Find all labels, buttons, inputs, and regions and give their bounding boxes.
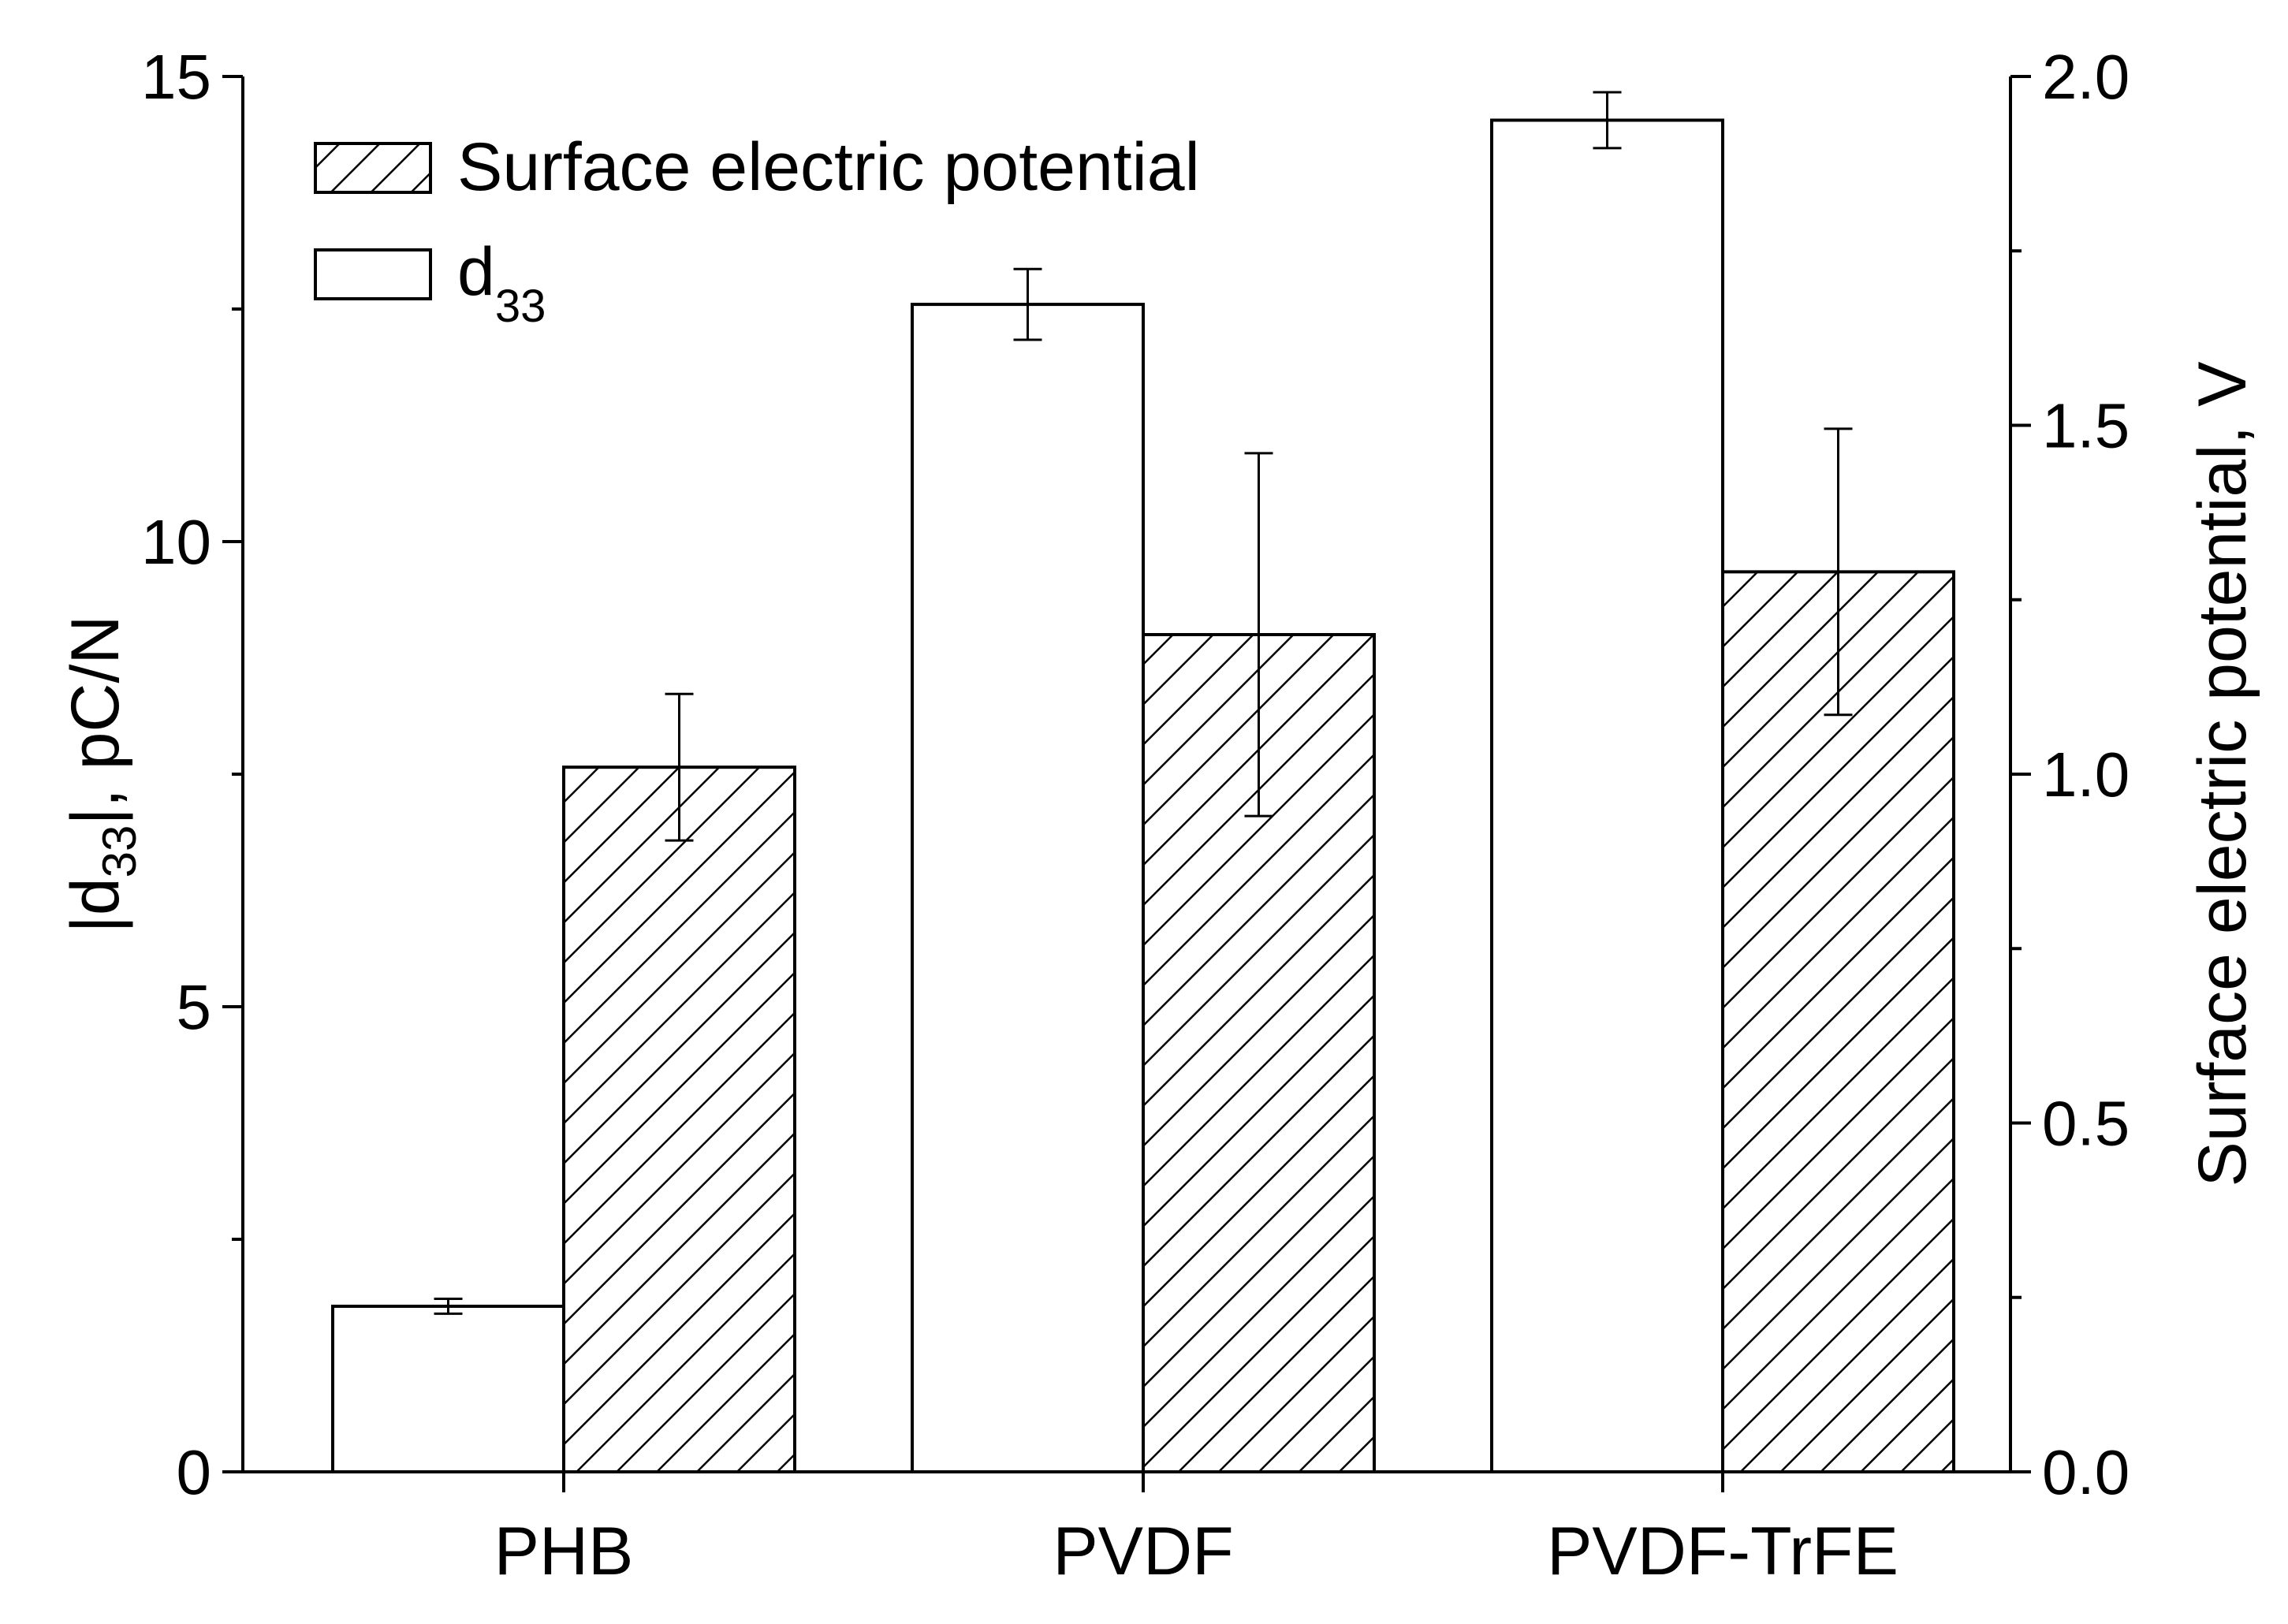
surface-potential-bar <box>562 765 796 1473</box>
category-label: PHB <box>494 1514 634 1589</box>
legend-label-d33: d33 <box>457 234 546 332</box>
legend: Surface electric potential d33 <box>314 129 1200 332</box>
bars-layer <box>331 118 1955 1474</box>
category-labels: PHB PVDF PVDF-TrFE <box>494 1472 1899 1589</box>
right-tick-label: 0.5 <box>2042 1089 2130 1159</box>
right-axis-ticks: 0.0 0.5 1.0 1.5 2.0 <box>2010 42 2130 1507</box>
right-axis-title: Surface electric potential, V <box>2185 362 2260 1187</box>
d33-bar <box>331 1304 565 1473</box>
right-tick-label: 1.5 <box>2042 391 2130 461</box>
left-axis-ticks: 0 5 10 15 <box>141 42 243 1507</box>
left-tick-label: 15 <box>141 42 211 112</box>
left-tick-label: 10 <box>141 507 211 577</box>
legend-entry-surface-potential: Surface electric potential <box>314 129 1200 205</box>
left-tick-label: 5 <box>177 972 212 1042</box>
left-axis-title: |d33|, pC/N <box>58 616 146 933</box>
d33-bar <box>1490 118 1724 1474</box>
legend-swatch-hatched <box>314 142 432 194</box>
legend-entry-d33: d33 <box>314 234 546 332</box>
right-tick-label: 0.0 <box>2042 1437 2130 1507</box>
right-tick-label: 2.0 <box>2042 42 2130 112</box>
error-bars-layer <box>434 91 1853 1315</box>
left-tick-label: 0 <box>177 1437 212 1507</box>
right-tick-label: 1.0 <box>2042 739 2130 810</box>
legend-swatch-open <box>314 248 432 300</box>
category-label: PVDF-TrFE <box>1547 1514 1899 1589</box>
d33-bar <box>911 303 1145 1474</box>
category-label: PVDF <box>1053 1514 1233 1589</box>
legend-label-surface-potential: Surface electric potential <box>457 129 1200 205</box>
surface-potential-bar <box>1721 570 1955 1473</box>
